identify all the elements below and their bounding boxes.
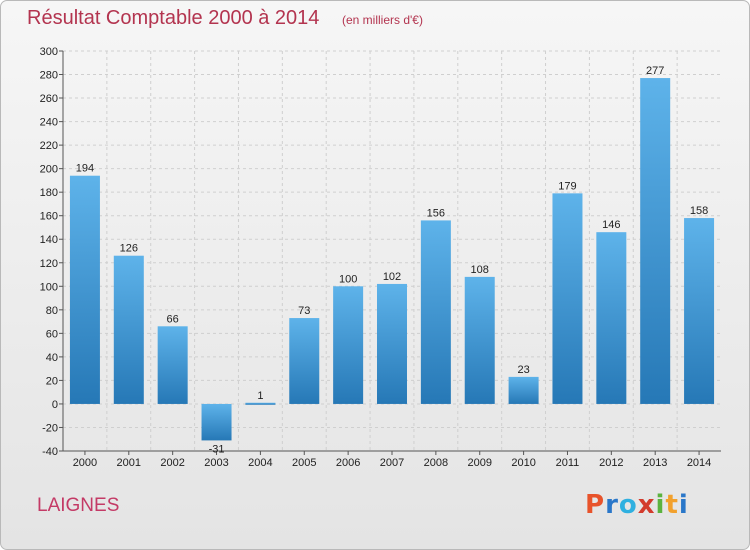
bar: [69, 175, 100, 404]
y-tick-label: 20: [46, 375, 58, 387]
logo-letter: o: [618, 490, 638, 520]
chart-subtitle: (en milliers d'€): [342, 13, 423, 27]
logo-letter: i: [678, 490, 689, 520]
bar-value-label: -31: [209, 443, 225, 455]
x-tick-label: 2013: [643, 457, 667, 469]
logo-letter: x: [637, 490, 656, 520]
bar: [684, 218, 715, 404]
commune-name: LAIGNES: [37, 495, 120, 516]
x-tick-label: 2010: [511, 457, 535, 469]
bar-value-label: 126: [120, 243, 138, 255]
bar: [377, 283, 407, 404]
bar: [640, 78, 671, 404]
bar-value-label: 73: [298, 305, 310, 317]
axes: -40 -20 0 20 40 60 80 100 120 140 160 180 200 220 240 2…: [40, 46, 721, 469]
y-tick-label: 160: [40, 211, 58, 223]
y-tick-label: 120: [40, 258, 58, 270]
bars: [69, 78, 715, 441]
x-tick-label: 2005: [292, 457, 316, 469]
bar-value-label: 100: [339, 273, 357, 285]
y-tick-label: 240: [40, 117, 58, 129]
y-tick-label: 280: [40, 70, 58, 82]
y-tick-label: 300: [40, 46, 58, 58]
chart-title: Résultat Comptable 2000 à 2014: [27, 7, 320, 29]
y-tick-label: 80: [46, 305, 58, 317]
x-tick-label: 2006: [336, 457, 360, 469]
bar-value-label: 1: [257, 390, 263, 402]
bar: [552, 193, 583, 404]
bar-value-label: 23: [517, 364, 529, 376]
value-labels: 194 126 66 -31 1 73 100 102 156 108 23 179 146 277 158: [76, 65, 708, 455]
y-tick-label: 0: [52, 399, 58, 411]
bar-value-label: 66: [167, 313, 179, 325]
bar-value-label: 277: [646, 65, 664, 77]
x-tick-label: 2007: [380, 457, 404, 469]
bar-value-label: 108: [471, 264, 489, 276]
y-tick-label: 200: [40, 164, 58, 176]
y-tick-label: 40: [46, 352, 58, 364]
y-tick-label: 180: [40, 187, 58, 199]
logo-letter: t: [665, 490, 679, 520]
bar: [596, 232, 627, 404]
bar-value-label: 102: [383, 271, 401, 283]
bar: [201, 403, 232, 441]
x-tick-label: 2000: [73, 457, 97, 469]
bar: [508, 376, 539, 404]
bar: [333, 286, 364, 404]
x-tick-label: 2012: [599, 457, 623, 469]
y-tick-label: 260: [40, 93, 58, 105]
x-tick-label: 2001: [117, 457, 141, 469]
x-tick-label: 2008: [424, 457, 448, 469]
x-tick-label: 2011: [556, 457, 580, 469]
x-tick-label: 2002: [160, 457, 184, 469]
bar-value-label: 179: [558, 180, 576, 192]
x-tick-label: 2014: [687, 457, 711, 469]
y-tick-label: -40: [42, 446, 58, 458]
bar: [420, 220, 451, 404]
y-tick-label: 140: [40, 234, 58, 246]
x-tick-label: 2004: [248, 457, 272, 469]
logo-letter: i: [655, 490, 666, 520]
y-tick-label: -20: [42, 422, 58, 434]
bar: [464, 276, 495, 404]
bar-value-label: 194: [76, 163, 94, 175]
bar-value-label: 146: [602, 219, 620, 231]
bar-value-label: 158: [690, 205, 708, 217]
y-tick-label: 220: [40, 140, 58, 152]
x-tick-label: 2003: [204, 457, 228, 469]
proxiti-logo: Proxiti: [585, 490, 689, 520]
logo-letter: P: [585, 490, 606, 520]
bar: [289, 318, 320, 404]
y-tick-label: 100: [40, 281, 58, 293]
x-tick-label: 2009: [467, 457, 491, 469]
logo-letter: r: [605, 490, 619, 520]
bar-value-label: 156: [427, 207, 445, 219]
bar: [157, 326, 188, 404]
bar: [245, 402, 276, 405]
bar: [113, 255, 144, 404]
y-tick-label: 60: [46, 328, 58, 340]
